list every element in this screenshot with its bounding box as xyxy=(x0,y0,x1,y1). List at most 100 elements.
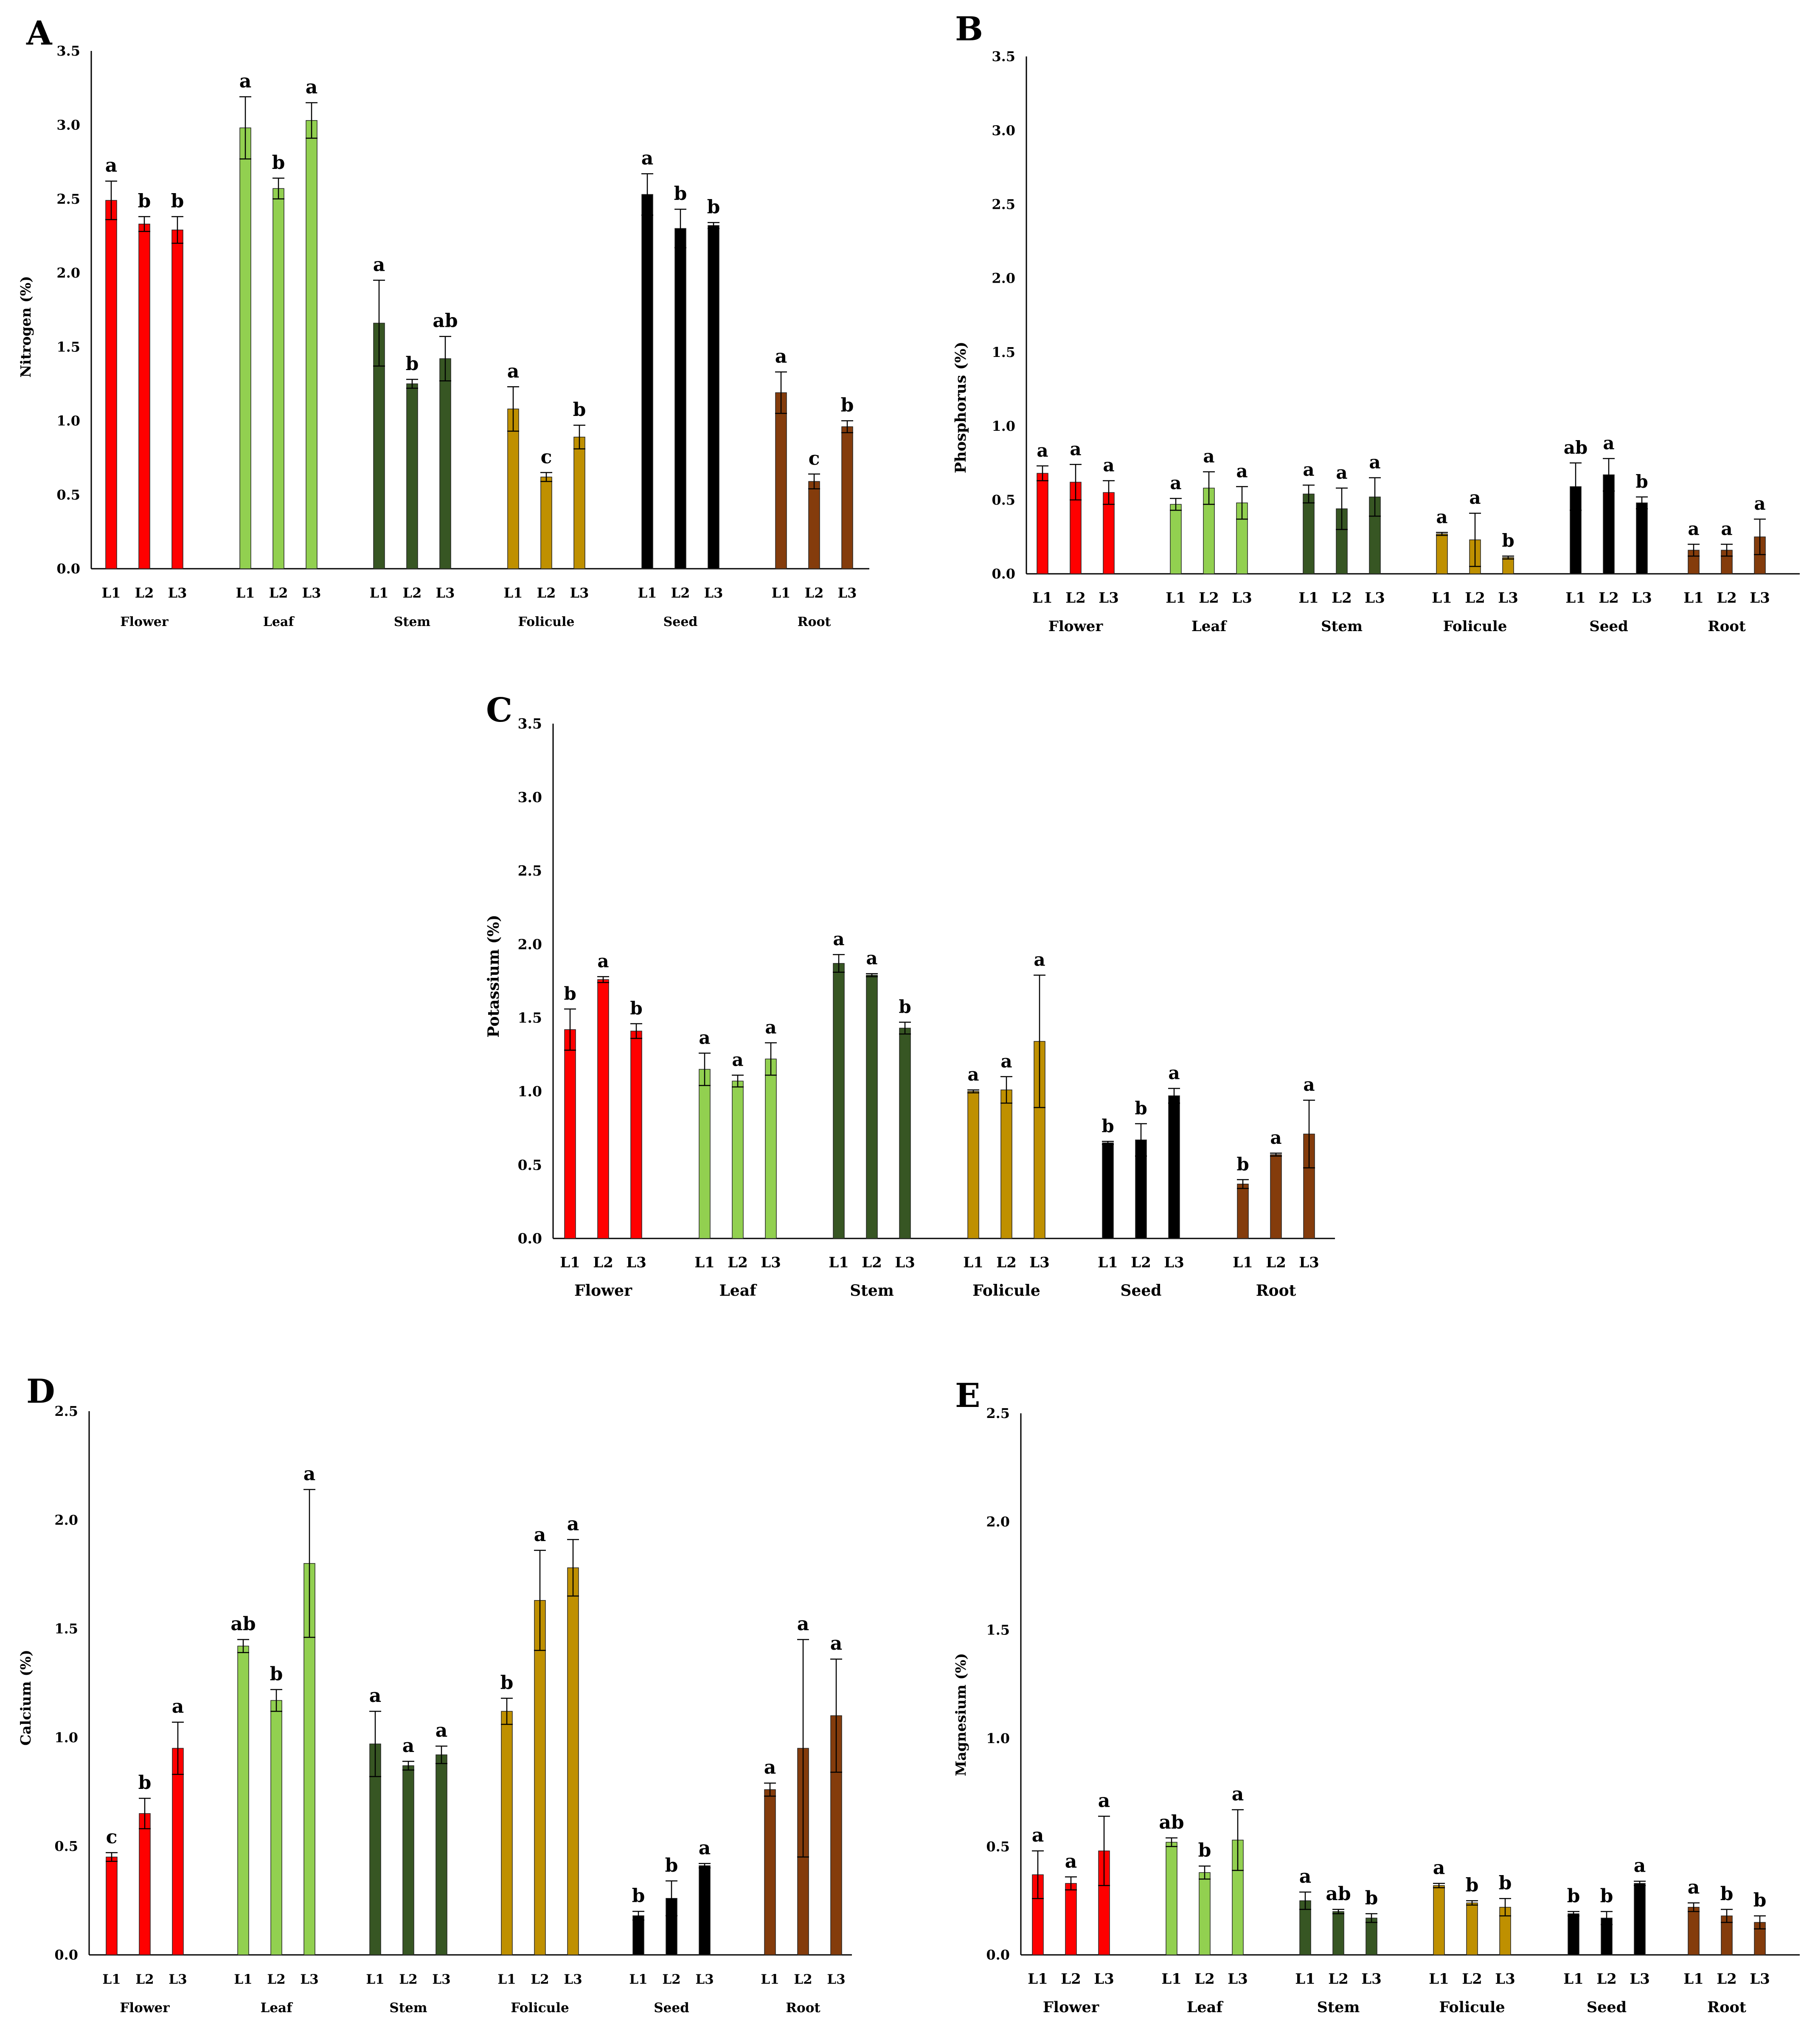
bar-label: L2 xyxy=(794,1972,812,1987)
bar xyxy=(1103,492,1115,574)
significance-label: a xyxy=(1469,487,1481,508)
panel-letter-b: B xyxy=(955,10,983,48)
bar-label: L1 xyxy=(1032,590,1053,606)
significance-label: a xyxy=(967,1064,979,1085)
significance-label: b xyxy=(500,1672,514,1693)
y-tick-label: 0.0 xyxy=(992,566,1015,582)
y-tick-label: 2.0 xyxy=(986,1513,1010,1530)
bar-label: L1 xyxy=(1683,1971,1704,1988)
bar-label: L3 xyxy=(626,1254,646,1271)
bar xyxy=(540,477,552,569)
bar-label: L3 xyxy=(1495,1971,1515,1988)
bar xyxy=(1636,503,1648,574)
bar-label: L2 xyxy=(1462,1971,1482,1988)
bar xyxy=(1270,1154,1282,1239)
group-label-seed: Seed xyxy=(663,615,698,629)
y-tick-label: 2.0 xyxy=(54,1512,78,1528)
group-label-folicule: Folicule xyxy=(1439,1999,1505,2016)
bar-label: L2 xyxy=(805,585,824,601)
significance-label: a xyxy=(1303,1074,1315,1095)
bar-label: L1 xyxy=(772,585,791,601)
bar xyxy=(1303,494,1315,574)
significance-label: c xyxy=(541,446,552,468)
significance-label: a xyxy=(1168,1062,1180,1083)
significance-label: a xyxy=(1270,1127,1281,1148)
significance-label: a xyxy=(1299,1866,1312,1887)
bar xyxy=(567,1567,579,1955)
bar-label: L3 xyxy=(695,1972,714,1987)
bar-label: L3 xyxy=(827,1972,845,1987)
group-label-stem: Stem xyxy=(389,2000,427,2016)
bar xyxy=(436,1754,447,1955)
bar-label: L1 xyxy=(370,585,389,601)
bar xyxy=(765,1058,777,1239)
bar xyxy=(402,1765,414,1955)
group-label-flower: Flower xyxy=(1043,1999,1099,2016)
significance-label: a xyxy=(1721,518,1732,539)
bar-label: L2 xyxy=(1599,590,1619,606)
bar-label: L1 xyxy=(1565,590,1586,606)
bar-label: L2 xyxy=(1061,1971,1081,1988)
bar-label: L1 xyxy=(1233,1254,1253,1271)
significance-label: b xyxy=(1720,1883,1734,1905)
bar xyxy=(534,1600,546,1955)
significance-label: a xyxy=(303,1463,316,1485)
y-tick-label: 3.5 xyxy=(56,43,80,59)
bar-label: L3 xyxy=(564,1972,582,1987)
significance-label: b xyxy=(1365,1887,1378,1909)
significance-label: b xyxy=(1567,1885,1580,1907)
significance-label: a xyxy=(306,76,318,98)
bar xyxy=(1037,473,1048,574)
bar-label: L2 xyxy=(862,1254,882,1271)
group-label-folicule: Folicule xyxy=(518,615,574,629)
bar xyxy=(699,1069,711,1239)
significance-label: c xyxy=(809,448,820,469)
bar xyxy=(171,230,183,569)
bar-label: L1 xyxy=(102,585,121,601)
significance-label: ab xyxy=(230,1613,256,1635)
bar-label: L3 xyxy=(1750,590,1770,606)
y-tick-label: 2.5 xyxy=(986,1405,1010,1421)
bar-label: L1 xyxy=(234,1972,252,1987)
significance-label: b xyxy=(564,983,576,1004)
bar-label: L1 xyxy=(1563,1971,1584,1988)
bar xyxy=(105,200,117,569)
bar-label: L2 xyxy=(531,1972,549,1987)
bar-label: L3 xyxy=(1232,590,1252,606)
bar xyxy=(708,225,719,569)
bar-label: L3 xyxy=(570,585,589,601)
bar-label: L1 xyxy=(629,1972,647,1987)
bar-label: L1 xyxy=(1098,1254,1118,1271)
significance-label: a xyxy=(1303,459,1314,480)
significance-label: b xyxy=(630,998,642,1019)
y-tick-label: 1.0 xyxy=(518,1083,542,1100)
significance-label: b xyxy=(272,152,285,174)
bar-label: L3 xyxy=(1632,590,1652,606)
significance-label: b xyxy=(1502,530,1514,551)
bar xyxy=(106,1856,118,1955)
bar-label: L2 xyxy=(1596,1971,1617,1988)
panel-a: A Nitrogen (%) 0.0 0.5 1.0 1.5 2.0 2.5 3.0 3.5 a L1… xyxy=(17,14,869,629)
bar-label: L2 xyxy=(671,585,690,601)
significance-label: a xyxy=(369,1685,382,1707)
bar xyxy=(439,358,451,569)
bar-label: L3 xyxy=(168,585,187,601)
significance-label: a xyxy=(1065,1850,1077,1872)
significance-label: a xyxy=(1032,1825,1044,1846)
panel-letter-d: D xyxy=(26,1372,55,1411)
bar-label: L2 xyxy=(1065,590,1086,606)
bar-label: L3 xyxy=(1094,1971,1114,1988)
y-tick-label: 2.5 xyxy=(56,191,80,207)
bar-label: L3 xyxy=(895,1254,915,1271)
bar xyxy=(1170,504,1182,574)
bar-label: L3 xyxy=(1630,1971,1650,1988)
significance-label: b xyxy=(1198,1840,1211,1862)
significance-label: b xyxy=(841,394,854,416)
bar xyxy=(732,1081,744,1239)
significance-label: a xyxy=(402,1735,415,1757)
significance-label: a xyxy=(597,951,609,971)
bar xyxy=(406,383,418,569)
bar xyxy=(1433,1885,1445,1955)
y-axis-label-d: Calcium (%) xyxy=(17,1650,34,1746)
